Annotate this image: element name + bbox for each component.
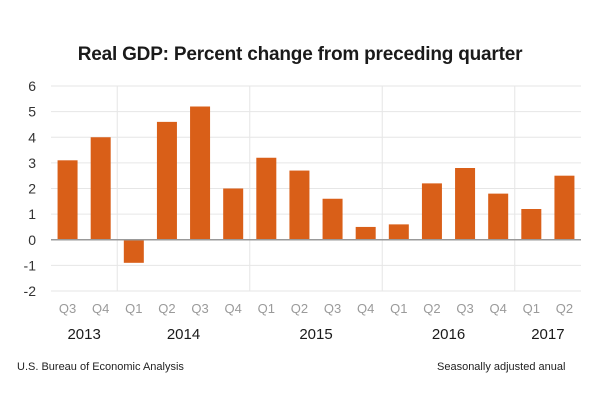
bar (223, 188, 244, 240)
x-tick-label: Q1 (125, 301, 142, 316)
year-label: 2017 (531, 326, 564, 343)
bar (256, 157, 277, 240)
year-label: 2015 (299, 326, 332, 343)
gridlines (51, 85, 581, 292)
x-tick-label: Q4 (92, 301, 109, 316)
bar (322, 198, 343, 240)
bar (90, 137, 111, 240)
x-tick-label: Q4 (357, 301, 374, 316)
bar (190, 106, 211, 240)
bar (521, 209, 542, 240)
y-tick-label: 6 (28, 78, 36, 94)
x-tick-label: Q2 (158, 301, 175, 316)
y-tick-label: 2 (28, 181, 36, 197)
bar (554, 175, 575, 240)
x-tick-label: Q2 (556, 301, 573, 316)
year-label: 2014 (167, 326, 200, 343)
x-tick-label: Q3 (59, 301, 76, 316)
y-tick-label: 4 (28, 129, 36, 145)
y-tick-label: 5 (28, 104, 36, 120)
bars (57, 106, 575, 263)
year-separators (116, 86, 516, 291)
bar (289, 170, 310, 240)
y-tick-label: 0 (28, 232, 36, 248)
x-tick-label: Q1 (523, 301, 540, 316)
y-tick-label: -1 (24, 257, 37, 273)
year-label: 2013 (67, 326, 100, 343)
y-tick-labels: 6 5 4 3 2 1 0 -1 -2 (24, 78, 37, 299)
x-tick-label: Q4 (490, 301, 507, 316)
x-tick-label: Q2 (423, 301, 440, 316)
y-tick-label: 1 (28, 206, 36, 222)
x-tick-label: Q2 (291, 301, 308, 316)
x-tick-label: Q1 (390, 301, 407, 316)
x-tick-label: Q4 (225, 301, 242, 316)
y-tick-label: -2 (24, 283, 37, 299)
x-tick-label: Q3 (456, 301, 473, 316)
x-tick-label: Q3 (191, 301, 208, 316)
bar (355, 226, 376, 240)
adjustment-note: Seasonally adjusted anual (437, 361, 566, 373)
year-label: 2016 (432, 326, 465, 343)
bar (388, 224, 409, 240)
bar (156, 121, 177, 240)
bar (455, 168, 476, 240)
chart-title: Real GDP: Percent change from preceding … (77, 44, 523, 65)
x-tick-label: Q3 (324, 301, 341, 316)
x-tick-labels: Q3 Q4 Q1 Q2 Q3 Q4 Q1 Q2 Q3 Q4 Q1 Q2 Q3 Q4 Q1 Q2 (59, 301, 573, 316)
year-labels: 2013 2014 2015 2016 2017 (67, 326, 564, 343)
bar (57, 160, 78, 240)
bar (123, 239, 144, 263)
y-tick-label: 3 (28, 155, 36, 171)
source-note: U.S. Bureau of Economic Analysis (17, 361, 184, 373)
x-tick-label: Q1 (258, 301, 275, 316)
bar (421, 183, 442, 240)
bar (488, 193, 509, 240)
